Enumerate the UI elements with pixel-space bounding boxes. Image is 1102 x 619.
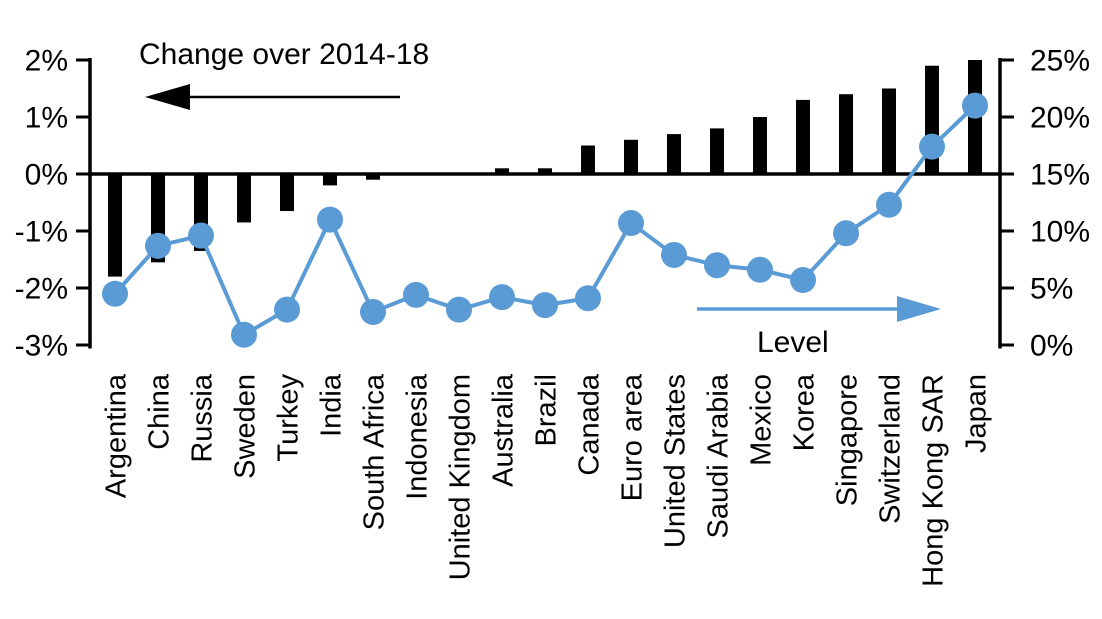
level-point-Canada xyxy=(575,285,601,312)
level-point-Hong Kong SAR xyxy=(919,133,945,160)
category-label: Sweden xyxy=(230,374,262,479)
level-point-Russia xyxy=(188,222,214,249)
category-label: Canada xyxy=(574,373,606,475)
category-label: Switzerland xyxy=(875,374,907,524)
level-point-Indonesia xyxy=(403,281,429,308)
right-axis-tick-label: 5% xyxy=(1030,273,1073,306)
level-point-Euro area xyxy=(618,210,644,237)
level-point-Saudi Arabia xyxy=(704,252,730,279)
category-label: Indonesia xyxy=(402,373,434,500)
right-axis-tick-label: 20% xyxy=(1030,102,1090,135)
left-axis-tick-label: -3% xyxy=(15,330,68,363)
bar-India xyxy=(323,174,337,186)
level-point-Singapore xyxy=(833,220,859,247)
bar-Saudi Arabia xyxy=(710,128,724,174)
level-point-Turkey xyxy=(274,296,300,323)
left-axis-tick-label: -1% xyxy=(15,216,68,249)
bar-Turkey xyxy=(280,174,294,212)
level-point-Australia xyxy=(489,284,515,311)
bar-Korea xyxy=(796,99,810,174)
category-label: South Africa xyxy=(359,373,391,530)
category-label: Japan xyxy=(961,374,993,453)
line-series-label: Level xyxy=(757,326,829,359)
category-label: Argentina xyxy=(101,373,133,498)
level-point-Korea xyxy=(790,267,816,294)
category-label: Mexico xyxy=(746,374,778,466)
bar-Euro area xyxy=(624,139,638,174)
bar-Argentina xyxy=(108,174,122,277)
bar-Singapore xyxy=(839,94,853,174)
category-label: India xyxy=(316,373,348,437)
level-point-Switzerland xyxy=(876,191,902,218)
category-label: Singapore xyxy=(832,374,864,506)
bar-series-label: Change over 2014-18 xyxy=(139,38,430,71)
bar-Switzerland xyxy=(882,88,896,174)
left-axis-tick-label: -2% xyxy=(15,273,68,306)
level-point-China xyxy=(145,232,171,259)
change-arrow-left-head xyxy=(145,84,190,110)
right-axis-tick-label: 0% xyxy=(1030,330,1073,363)
level-point-India xyxy=(317,206,343,233)
right-axis-tick-label: 15% xyxy=(1030,159,1090,192)
category-label: Russia xyxy=(187,373,219,463)
right-axis-tick-label: 10% xyxy=(1030,216,1090,249)
category-label: Hong Kong SAR xyxy=(918,374,950,587)
level-point-Sweden xyxy=(231,321,257,348)
level-point-Mexico xyxy=(747,256,773,283)
level-arrow-right-head xyxy=(897,296,941,322)
right-axis-tick-label: 25% xyxy=(1030,45,1090,78)
bar-Australia xyxy=(495,168,509,174)
category-label: Euro area xyxy=(617,373,649,501)
left-axis-tick-label: 0% xyxy=(25,159,68,192)
category-label: Brazil xyxy=(531,374,563,447)
category-label: Korea xyxy=(789,373,821,451)
left-axis-tick-label: 2% xyxy=(25,45,68,78)
category-label: United Kingdom xyxy=(445,374,477,580)
level-point-United Kingdom xyxy=(446,296,472,323)
bar-United States xyxy=(667,134,681,174)
category-label: Australia xyxy=(488,373,520,487)
bar-Canada xyxy=(581,145,595,174)
left-axis-tick-label: 1% xyxy=(25,102,68,135)
bar-South Africa xyxy=(366,174,380,180)
category-label: China xyxy=(144,373,176,450)
bar-Mexico xyxy=(753,117,767,174)
category-label: Turkey xyxy=(273,374,305,462)
level-point-Argentina xyxy=(102,280,128,307)
category-label: Saudi Arabia xyxy=(703,373,735,538)
bar-Brazil xyxy=(538,168,552,174)
level-point-Japan xyxy=(962,92,988,119)
category-label: United States xyxy=(660,374,692,548)
level-point-United States xyxy=(661,241,687,268)
level-point-South Africa xyxy=(360,298,386,325)
bar-Sweden xyxy=(237,174,251,223)
level-point-Brazil xyxy=(532,292,558,319)
